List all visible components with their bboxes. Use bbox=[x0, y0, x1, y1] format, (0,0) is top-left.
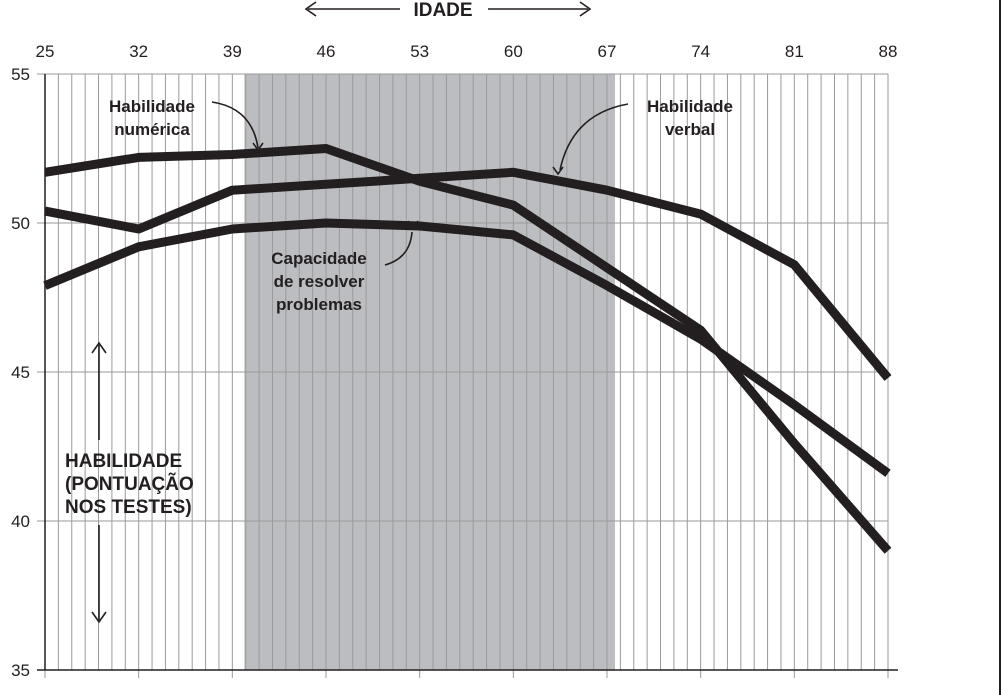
x-tick-label: 67 bbox=[598, 42, 617, 61]
annotation-pointer bbox=[211, 101, 259, 149]
annotation-pointer bbox=[559, 103, 629, 171]
annotation-label: de resolver bbox=[274, 272, 365, 291]
series-line-3 bbox=[43, 218, 891, 477]
x-tick-label: 25 bbox=[36, 42, 55, 61]
annotation-pointer bbox=[384, 231, 413, 266]
annotation-label: Habilidade bbox=[109, 97, 195, 116]
y-tick-label: 45 bbox=[11, 363, 30, 382]
y-axis-title-group: HABILIDADE (PONTUAÇÃO NOS TESTES) bbox=[65, 341, 194, 624]
annotation-label: numérica bbox=[114, 120, 190, 139]
up-arrow-icon bbox=[91, 341, 107, 354]
x-axis-title: IDADE bbox=[413, 0, 472, 21]
annotation-label: Habilidade bbox=[647, 97, 733, 116]
arrowhead-icon bbox=[552, 166, 564, 176]
y-axis-title-line-1: HABILIDADE bbox=[65, 451, 182, 472]
right-arrow-icon bbox=[579, 1, 592, 17]
y-axis-title-line-3: NOS TESTES) bbox=[65, 497, 192, 518]
annotation-2: Habilidade verbal bbox=[552, 97, 733, 176]
annotation-label: verbal bbox=[665, 120, 715, 139]
y-axis-title-line-2: (PONTUAÇÃO bbox=[65, 473, 194, 495]
annotation-3: Capacidade de resolver problemas bbox=[271, 220, 419, 314]
annotation-label: Capacidade bbox=[271, 249, 366, 268]
y-tick-label: 50 bbox=[11, 214, 30, 233]
y-tick-label: 55 bbox=[11, 65, 30, 84]
annotation-label: problemas bbox=[276, 295, 362, 314]
x-tick-label: 60 bbox=[504, 42, 523, 61]
x-axis-title-group: IDADE bbox=[304, 0, 592, 21]
down-arrow-icon bbox=[91, 611, 107, 624]
annotation-1: Habilidade numérica bbox=[109, 97, 264, 152]
y-tick-label: 40 bbox=[11, 512, 30, 531]
x-tick-label: 53 bbox=[410, 42, 429, 61]
x-tick-label: 81 bbox=[785, 42, 804, 61]
x-tick-label: 46 bbox=[317, 42, 336, 61]
arrowhead-icon bbox=[407, 220, 419, 230]
x-tick-label: 39 bbox=[223, 42, 242, 61]
series-line-1 bbox=[44, 144, 892, 554]
x-tick-label: 74 bbox=[691, 42, 710, 61]
arrowhead-icon bbox=[252, 142, 264, 152]
series-line-2 bbox=[44, 167, 892, 381]
x-tick-label: 88 bbox=[879, 42, 898, 61]
y-tick-label: 35 bbox=[11, 661, 30, 680]
x-tick-label: 32 bbox=[129, 42, 148, 61]
left-arrow-icon bbox=[304, 1, 317, 17]
